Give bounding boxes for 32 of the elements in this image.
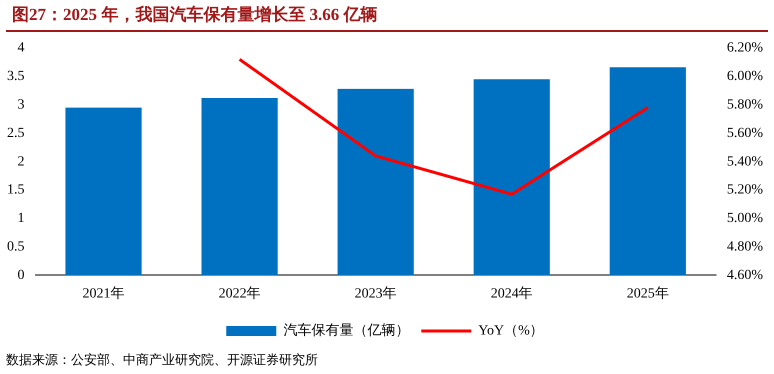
y-tick-label: 0.5: [7, 239, 24, 254]
y2-tick-label: 5.00%: [726, 211, 764, 226]
y2-tick-label: 4.80%: [726, 239, 764, 254]
y2-tick-label: 5.40%: [726, 154, 764, 170]
y-tick-label: 1.5: [7, 182, 24, 198]
x-tick-label: 2022年: [218, 285, 261, 302]
x-tick-label: 2023年: [354, 285, 397, 302]
y2-tick-label: 5.80%: [726, 97, 764, 112]
y2-tick-label: 5.20%: [726, 182, 764, 198]
y-tick-label: 2.5: [7, 126, 24, 141]
x-tick-label: 2024年: [490, 285, 533, 302]
y2-tick-label: 5.60%: [726, 126, 764, 141]
y2-tick-label: 4.60%: [726, 268, 764, 283]
chart-title: 图27：2025 年，我国汽车保有量增长至 3.66 亿辆: [6, 0, 768, 32]
bar: [338, 88, 414, 276]
y-tick-label: 3.5: [7, 69, 24, 84]
bar: [610, 67, 686, 276]
legend-label: YoY（%）: [478, 324, 544, 339]
y-tick-label: 0: [18, 268, 24, 283]
bar: [65, 108, 142, 276]
y2-tick-label: 6.20%: [726, 40, 764, 56]
y-tick-label: 2: [18, 154, 24, 170]
bar: [202, 98, 278, 276]
y2-tick-label: 6.00%: [726, 69, 764, 84]
x-tick-label: 2025年: [626, 285, 669, 302]
source-note: 数据来源：公安部、中商产业研究院、开源证券研究所: [5, 351, 319, 369]
y-tick-label: 1: [18, 211, 24, 226]
bar: [474, 79, 550, 276]
legend-label: 汽车保有量（亿辆）: [283, 322, 410, 339]
y-tick-label: 4: [18, 40, 24, 56]
x-tick-label: 2021年: [82, 285, 125, 302]
y-tick-label: 3: [18, 97, 24, 112]
